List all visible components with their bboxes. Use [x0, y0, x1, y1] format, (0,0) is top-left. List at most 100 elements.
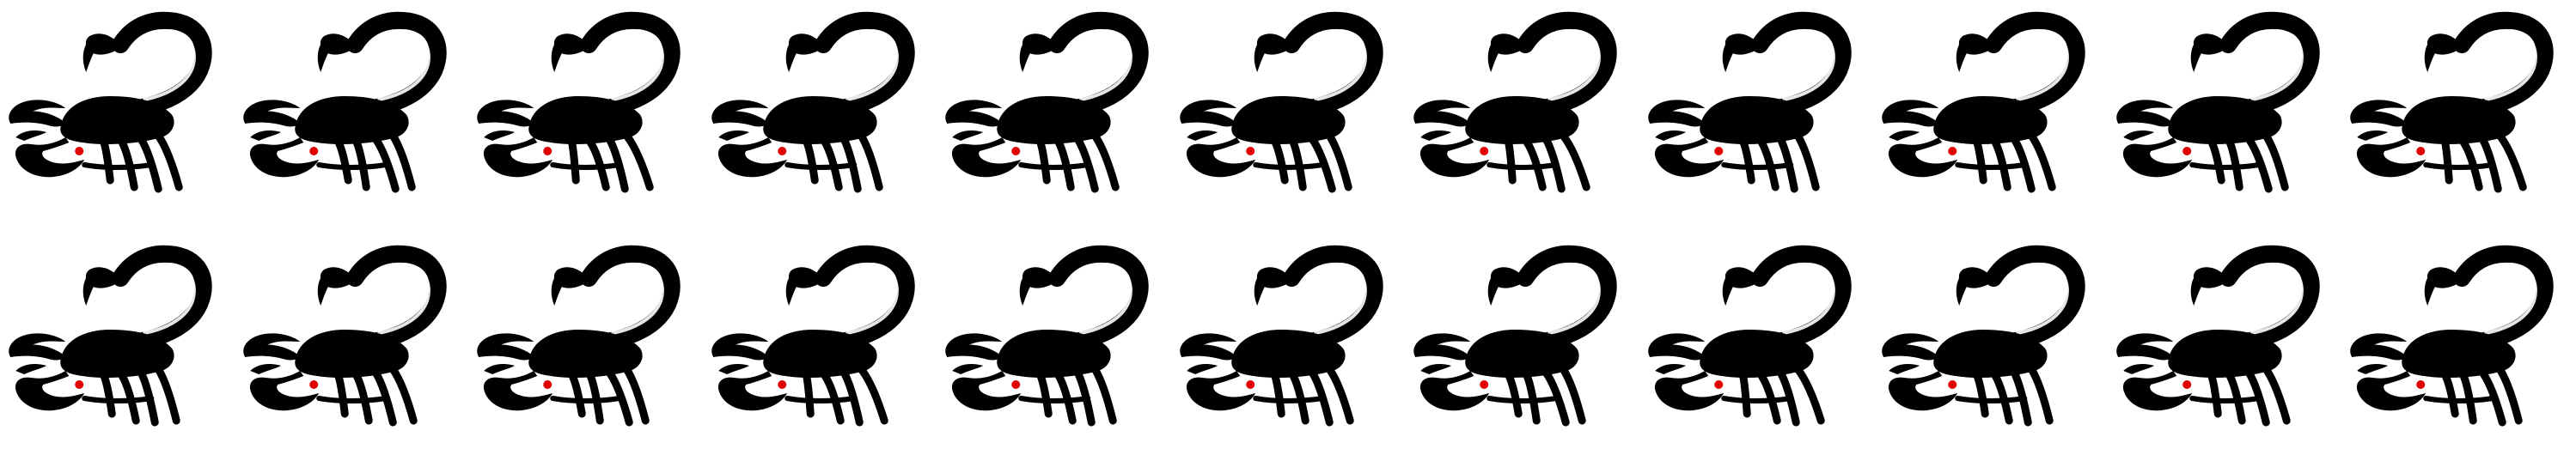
pincer-lower — [1420, 130, 1452, 141]
belly-line — [784, 162, 857, 170]
leg-1 — [1972, 370, 1989, 418]
leg-1 — [1504, 370, 1523, 418]
scorpion-icon — [1179, 11, 1383, 193]
stinger-spike — [1956, 39, 1970, 72]
leg-2 — [1289, 138, 1307, 191]
stinger-spike — [785, 39, 799, 72]
leg-2 — [1054, 372, 1077, 425]
body — [294, 330, 409, 378]
scorpion-sprite — [1413, 11, 1617, 193]
leg-3 — [2244, 368, 2270, 427]
leg-2 — [821, 138, 843, 191]
pincer-upper — [9, 333, 66, 357]
tail-segment-line — [1079, 263, 1132, 335]
claw-lower-arm — [951, 371, 1022, 411]
sprite-frame — [937, 234, 1171, 467]
pincer-lower — [484, 364, 516, 374]
scorpion-icon — [2350, 11, 2554, 193]
tail-segment-line — [1781, 29, 1835, 101]
pincer-lower — [249, 364, 281, 374]
claw-lower-arm — [1419, 137, 1490, 178]
leg-2 — [2225, 138, 2243, 191]
tail — [1048, 245, 1149, 352]
body — [60, 330, 174, 378]
scorpion-sprite — [2115, 245, 2320, 427]
tail-segment-line — [611, 29, 664, 101]
leg-4 — [1793, 131, 1820, 191]
scorpion-sprite — [1882, 245, 2085, 427]
tail — [1517, 11, 1617, 118]
body — [1465, 330, 1579, 378]
body — [2167, 330, 2282, 378]
body — [528, 330, 643, 378]
scorpion-sprite — [1179, 11, 1383, 193]
pincer-upper — [1179, 333, 1236, 357]
sprite-frame — [468, 0, 703, 234]
pincer-upper — [477, 100, 534, 124]
sprite-frame — [235, 0, 469, 234]
leg-1 — [802, 370, 815, 418]
leg-1 — [99, 136, 114, 185]
eye — [1948, 147, 1957, 155]
scorpion-sprite — [2350, 11, 2554, 193]
tail — [2453, 245, 2554, 352]
scorpion-icon — [711, 245, 915, 427]
eye — [543, 380, 552, 389]
scorpion-icon — [1413, 245, 1617, 427]
leg-2 — [2459, 372, 2477, 425]
eye — [777, 380, 786, 389]
claw-lower-arm — [483, 371, 553, 411]
body — [1933, 96, 2048, 144]
leg-4 — [1090, 131, 1120, 191]
belly-line — [2188, 396, 2262, 403]
pincer-lower — [1420, 364, 1452, 374]
tail — [1282, 245, 1383, 352]
tail-segment-line — [1547, 263, 1601, 335]
leg-1 — [2207, 136, 2225, 185]
sprite-frame — [1405, 234, 1639, 467]
body — [60, 96, 174, 144]
leg-3 — [2478, 135, 2502, 193]
tail-segment-line — [2016, 263, 2069, 335]
pincer-upper — [242, 100, 300, 124]
pincer-lower — [15, 364, 47, 374]
eye — [1245, 147, 1254, 155]
belly-line — [315, 162, 388, 170]
stinger-spike — [1019, 39, 1034, 72]
stinger-spike — [1487, 273, 1502, 306]
tail-segment-line — [1547, 29, 1601, 101]
leg-4 — [2262, 365, 2291, 425]
claw-lower-arm — [1186, 371, 1255, 411]
pincer-lower — [717, 364, 749, 374]
leg-3 — [605, 368, 633, 427]
belly-line — [2423, 162, 2496, 170]
leg-4 — [2495, 365, 2523, 425]
sprite-frame — [1639, 0, 1874, 234]
leg-1 — [802, 136, 819, 185]
body — [294, 96, 409, 144]
sprite-frame — [937, 0, 1171, 234]
tail — [814, 11, 915, 118]
pincer-upper — [945, 100, 1003, 124]
scorpion-icon — [711, 11, 915, 193]
leg-3 — [137, 368, 159, 427]
leg-2 — [1289, 372, 1309, 425]
pincer-lower — [1186, 130, 1218, 141]
stinger-spike — [785, 273, 799, 306]
scorpion-icon — [477, 245, 681, 427]
tail-segment-line — [143, 263, 196, 335]
scorpion-icon — [1413, 11, 1617, 193]
pincer-upper — [2350, 100, 2408, 124]
scorpion-sprite — [477, 245, 681, 427]
leg-2 — [118, 372, 140, 425]
sprite-frame — [0, 0, 235, 234]
claw-lower-arm — [951, 137, 1022, 178]
belly-line — [2423, 396, 2496, 403]
body — [997, 96, 1111, 144]
leg-2 — [586, 138, 610, 191]
body — [1465, 96, 1579, 144]
leg-2 — [1991, 372, 2013, 425]
leg-4 — [2495, 131, 2527, 191]
pincer-lower — [952, 364, 984, 374]
